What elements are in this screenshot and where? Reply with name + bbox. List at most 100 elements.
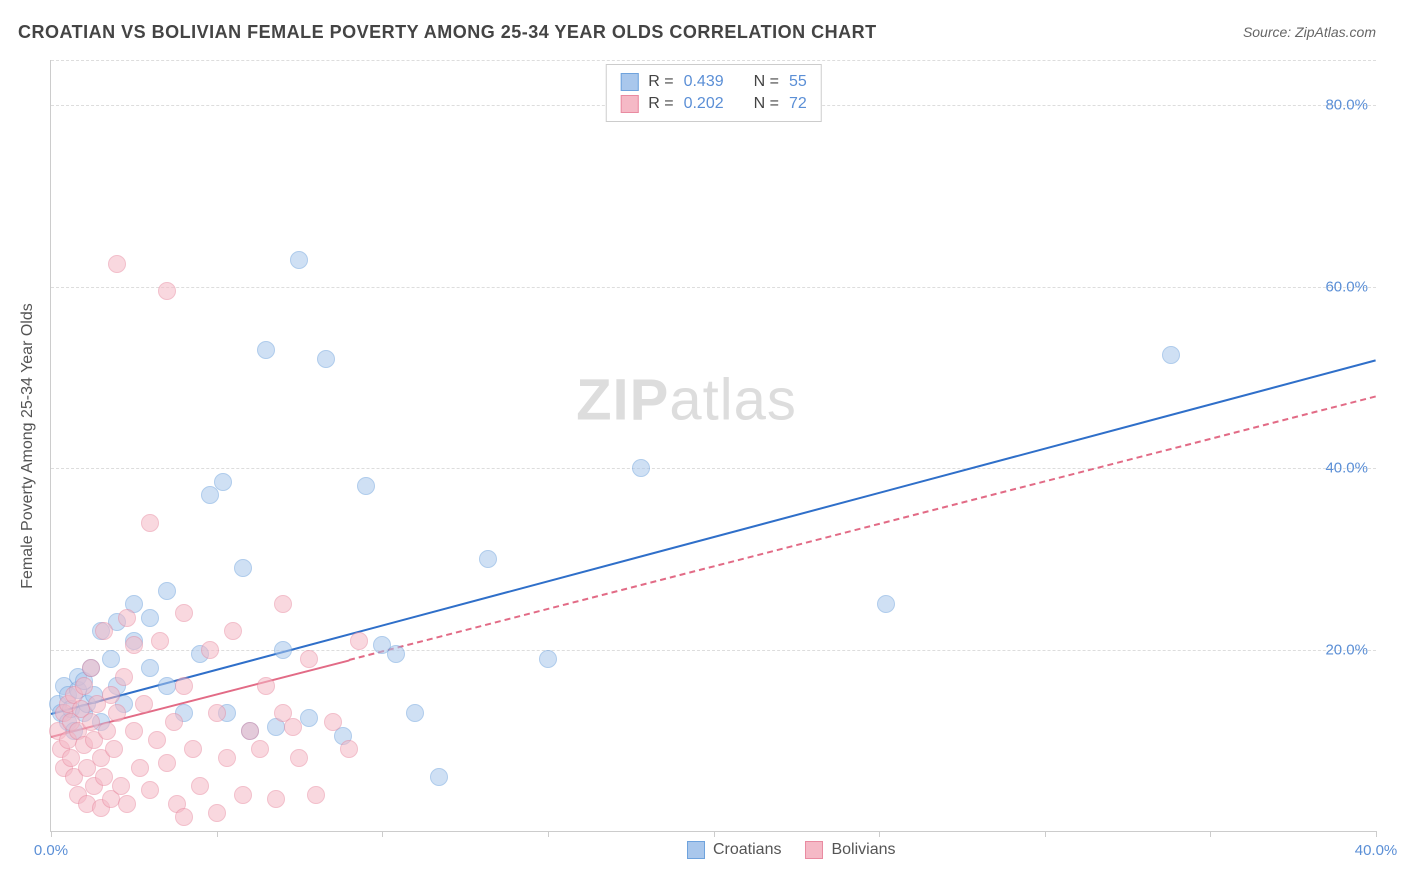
legend-stats-row-bolivians: R = 0.202 N = 72	[620, 93, 807, 115]
data-point	[112, 777, 130, 795]
x-tick	[217, 831, 218, 837]
data-point	[290, 749, 308, 767]
data-point	[350, 632, 368, 650]
data-point	[105, 740, 123, 758]
legend-r-label: R =	[648, 95, 673, 113]
data-point	[151, 632, 169, 650]
x-tick-label: 40.0%	[1355, 842, 1398, 859]
data-point	[82, 659, 100, 677]
data-point	[118, 795, 136, 813]
data-point	[131, 759, 149, 777]
data-point	[125, 636, 143, 654]
data-point	[300, 650, 318, 668]
legend-swatch-bolivians	[620, 95, 638, 113]
data-point	[62, 749, 80, 767]
data-point	[184, 740, 202, 758]
legend-item-bolivians: Bolivians	[805, 841, 895, 859]
y-axis-label: Female Poverty Among 25-34 Year Olds	[19, 303, 37, 589]
data-point	[165, 713, 183, 731]
data-point	[877, 595, 895, 613]
y-tick-label: 60.0%	[1325, 278, 1368, 295]
data-point	[387, 645, 405, 663]
data-point	[175, 808, 193, 826]
x-tick	[879, 831, 880, 837]
y-tick-label: 20.0%	[1325, 641, 1368, 658]
data-point	[317, 350, 335, 368]
grid-line	[51, 60, 1376, 61]
data-point	[251, 740, 269, 758]
data-point	[257, 677, 275, 695]
data-point	[201, 641, 219, 659]
data-point	[82, 713, 100, 731]
data-point	[208, 704, 226, 722]
data-point	[218, 749, 236, 767]
data-point	[148, 731, 166, 749]
data-point	[274, 595, 292, 613]
x-tick	[1045, 831, 1046, 837]
legend-label-croatians: Croatians	[713, 841, 781, 859]
data-point	[191, 777, 209, 795]
data-point	[539, 650, 557, 668]
data-point	[234, 786, 252, 804]
legend-n-label: N =	[754, 95, 779, 113]
trend-line	[51, 359, 1377, 715]
source-attribution: Source: ZipAtlas.com	[1243, 24, 1376, 40]
data-point	[430, 768, 448, 786]
grid-line	[51, 468, 1376, 469]
data-point	[241, 722, 259, 740]
data-point	[158, 582, 176, 600]
data-point	[118, 609, 136, 627]
data-point	[300, 709, 318, 727]
data-point	[115, 668, 133, 686]
data-point	[224, 622, 242, 640]
y-tick-label: 40.0%	[1325, 460, 1368, 477]
legend-stats: R = 0.439 N = 55 R = 0.202 N = 72	[605, 64, 822, 122]
data-point	[125, 722, 143, 740]
chart-title: CROATIAN VS BOLIVIAN FEMALE POVERTY AMON…	[18, 22, 877, 43]
data-point	[175, 604, 193, 622]
data-point	[95, 768, 113, 786]
chart-area: Female Poverty Among 25-34 Year Olds ZIP…	[50, 60, 1376, 832]
data-point	[284, 718, 302, 736]
y-tick-label: 80.0%	[1325, 97, 1368, 114]
x-tick	[51, 831, 52, 837]
legend-stats-row-croatians: R = 0.439 N = 55	[620, 71, 807, 93]
data-point	[158, 677, 176, 695]
data-point	[102, 650, 120, 668]
data-point	[340, 740, 358, 758]
data-point	[158, 282, 176, 300]
data-point	[141, 781, 159, 799]
legend-item-croatians: Croatians	[687, 841, 781, 859]
legend-swatch-croatians	[687, 841, 705, 859]
data-point	[141, 659, 159, 677]
data-point	[75, 677, 93, 695]
data-point	[158, 754, 176, 772]
legend-series: Croatians Bolivians	[687, 841, 896, 859]
data-point	[102, 686, 120, 704]
data-point	[257, 341, 275, 359]
data-point	[108, 704, 126, 722]
data-point	[274, 641, 292, 659]
data-point	[406, 704, 424, 722]
legend-r-value-bolivians: 0.202	[684, 95, 724, 113]
data-point	[208, 804, 226, 822]
data-point	[324, 713, 342, 731]
trend-line	[349, 396, 1376, 662]
data-point	[214, 473, 232, 491]
data-point	[479, 550, 497, 568]
plot-region: R = 0.439 N = 55 R = 0.202 N = 72 Croati…	[50, 60, 1376, 832]
data-point	[95, 622, 113, 640]
legend-n-value-bolivians: 72	[789, 95, 807, 113]
x-tick	[1210, 831, 1211, 837]
data-point	[307, 786, 325, 804]
data-point	[201, 486, 219, 504]
legend-n-label: N =	[754, 73, 779, 91]
data-point	[357, 477, 375, 495]
data-point	[141, 609, 159, 627]
x-tick	[382, 831, 383, 837]
data-point	[175, 677, 193, 695]
legend-r-label: R =	[648, 73, 673, 91]
data-point	[1162, 346, 1180, 364]
data-point	[141, 514, 159, 532]
legend-swatch-bolivians	[805, 841, 823, 859]
